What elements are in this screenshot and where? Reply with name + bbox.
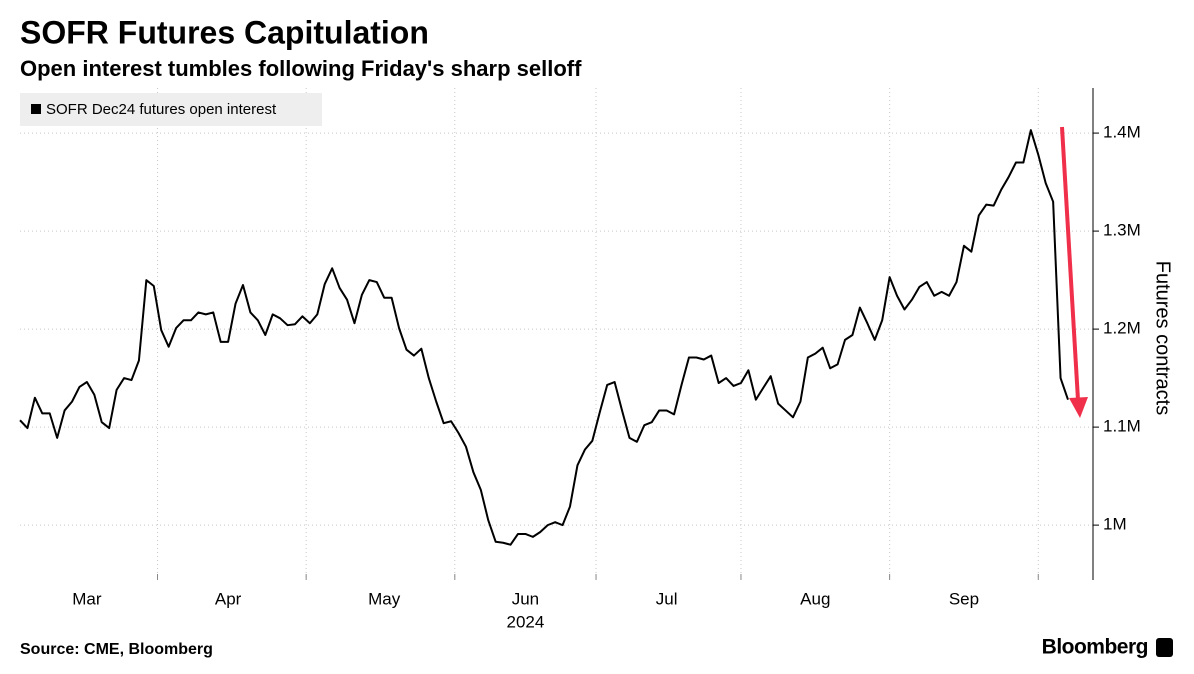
line-series — [19, 129, 1069, 546]
y-tick-label: 1.1M — [1103, 417, 1141, 436]
y-axis-label: Futures contracts — [1152, 261, 1174, 416]
annotation-arrow — [1060, 126, 1088, 418]
x-tick-label: Sep — [949, 589, 979, 608]
legend-box — [20, 93, 322, 126]
x-tick-label: Apr — [215, 589, 242, 608]
legend-label: SOFR Dec24 futures open interest — [46, 101, 277, 118]
y-tick-label: 1.2M — [1103, 319, 1141, 338]
legend: SOFR Dec24 futures open interest — [20, 93, 322, 126]
x-tick-label: Jun — [512, 589, 539, 608]
chart-title: SOFR Futures Capitulation — [20, 14, 429, 50]
y-tick-label: 1M — [1103, 515, 1127, 534]
y-tick-label: 1.4M — [1103, 123, 1141, 142]
brand: Bloomberg — [1042, 636, 1148, 659]
arrow-head — [1069, 397, 1088, 418]
x-tick-label: Mar — [72, 589, 102, 608]
x-tick-label: May — [368, 589, 401, 608]
chart-subtitle: Open interest tumbles following Friday's… — [20, 56, 582, 81]
x-tick-label: Aug — [800, 589, 830, 608]
brand-icon — [1156, 638, 1173, 657]
y-tick-label: 1.3M — [1103, 221, 1141, 240]
source: Source: CME, Bloomberg — [20, 641, 213, 658]
legend-swatch — [31, 104, 41, 114]
x-sublabel: 2024 — [507, 612, 545, 631]
x-tick-label: Jul — [656, 589, 678, 608]
arrow-shaft — [1060, 126, 1080, 401]
